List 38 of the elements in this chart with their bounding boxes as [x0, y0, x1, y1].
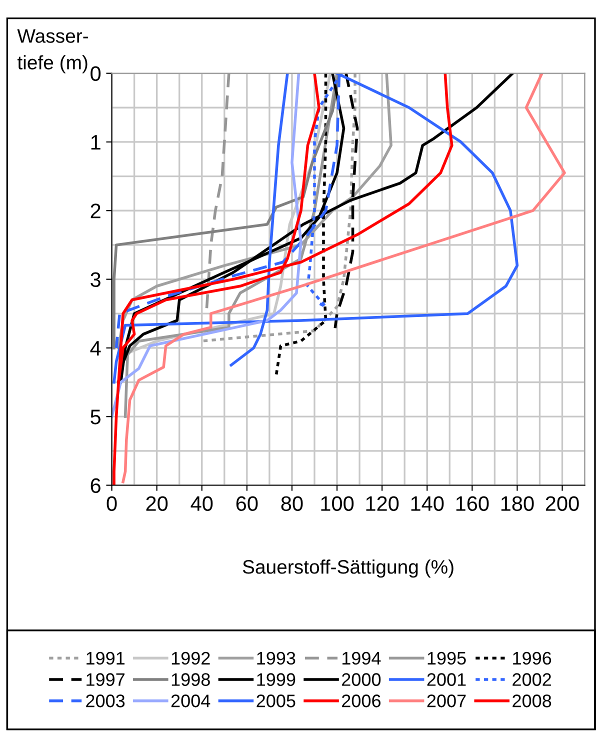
x-tick-label: 200	[546, 496, 579, 511]
x-tick-label: 60	[236, 496, 258, 511]
x-tick-label: 20	[146, 496, 168, 511]
y-tick-label: 1	[91, 135, 100, 150]
legend-label: 2007	[427, 694, 466, 708]
y-tick-label: 0	[90, 66, 101, 82]
legend-label: 2003	[86, 694, 125, 708]
x-tick-label: 160	[456, 496, 489, 511]
x-tick-label: 80	[281, 496, 303, 511]
legend-label: 2001	[427, 673, 466, 686]
x-tick-label: 40	[190, 496, 213, 511]
legend-label: 1993	[257, 652, 296, 665]
legend-label: 1995	[428, 652, 466, 665]
legend-label: 1999	[257, 673, 296, 686]
x-tick-label: 100	[321, 496, 354, 511]
y-tick-label: 3	[90, 272, 100, 288]
legend-label: 1994	[342, 652, 381, 665]
y-tick-label: 4	[90, 341, 101, 356]
legend-label: 2008	[512, 694, 552, 708]
legend-label: 1997	[86, 673, 124, 686]
legend-label: 1998	[172, 673, 210, 686]
legend-label: 1992	[172, 652, 210, 665]
legend-label: 1991	[86, 652, 125, 665]
y-tick-label: 6	[90, 478, 100, 493]
legend-label: 1996	[513, 652, 552, 665]
legend-label: 2005	[256, 694, 296, 708]
x-axis-title: Sauerstoff-Sättigung (%)	[242, 560, 454, 578]
legend-label: 2002	[512, 673, 551, 686]
legend-label: 2006	[342, 694, 380, 708]
y-tick-label: 2	[90, 204, 100, 218]
x-tick-label: 120	[366, 496, 399, 511]
x-tick-label: 140	[411, 496, 444, 511]
y-tick-label: 5	[90, 410, 100, 424]
legend-label: 2000	[342, 673, 381, 686]
legend-label: 2004	[171, 694, 210, 708]
x-tick-label: 0	[106, 496, 117, 511]
y-axis-title: Wasser- tiefe (m)	[17, 29, 88, 74]
x-tick-label: 180	[501, 496, 534, 511]
